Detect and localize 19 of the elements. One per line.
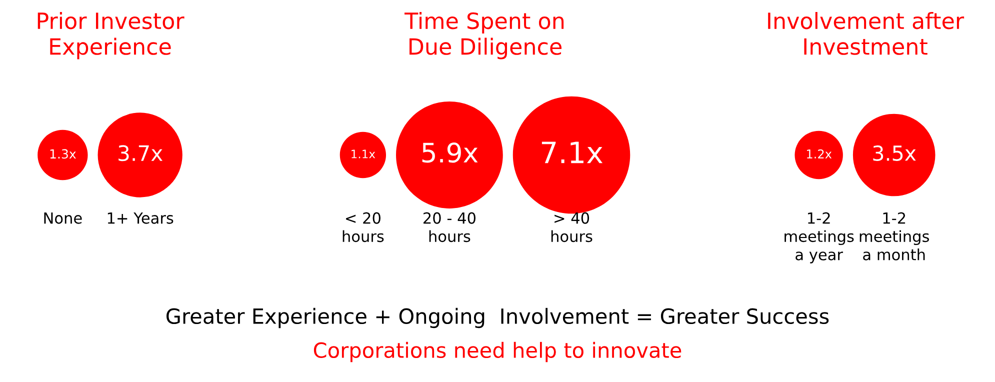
text: Greater Experience + Ongoing Involvement = Greater Success: [166, 308, 829, 328]
data-label: 5.9x: [422, 142, 478, 163]
text: Prior Investor Experience: [38, 12, 184, 60]
data-label: 1.3x: [50, 149, 76, 159]
text: Involvement after Investment: [768, 12, 964, 55]
category-label: 20 - 40 hours: [424, 212, 476, 242]
text: Corporations need help to innovate: [314, 342, 682, 362]
category-label: 1+ Years: [108, 212, 174, 224]
category-label: < 20 hours: [342, 212, 384, 242]
category-label: > 40 hours: [551, 212, 592, 242]
category-label: 1-2 meetings a month: [860, 212, 929, 260]
text: Time Spent on Due Diligence: [404, 12, 564, 60]
data-label: 3.7x: [118, 145, 162, 162]
data-label: 1.1x: [352, 150, 376, 158]
data-label: 3.5x: [873, 145, 916, 161]
data-label: 7.1x: [542, 142, 603, 164]
category-label: 1-2 meetings a year: [784, 212, 854, 264]
data-label: 1.2x: [807, 149, 832, 158]
category-label: None: [44, 212, 82, 224]
